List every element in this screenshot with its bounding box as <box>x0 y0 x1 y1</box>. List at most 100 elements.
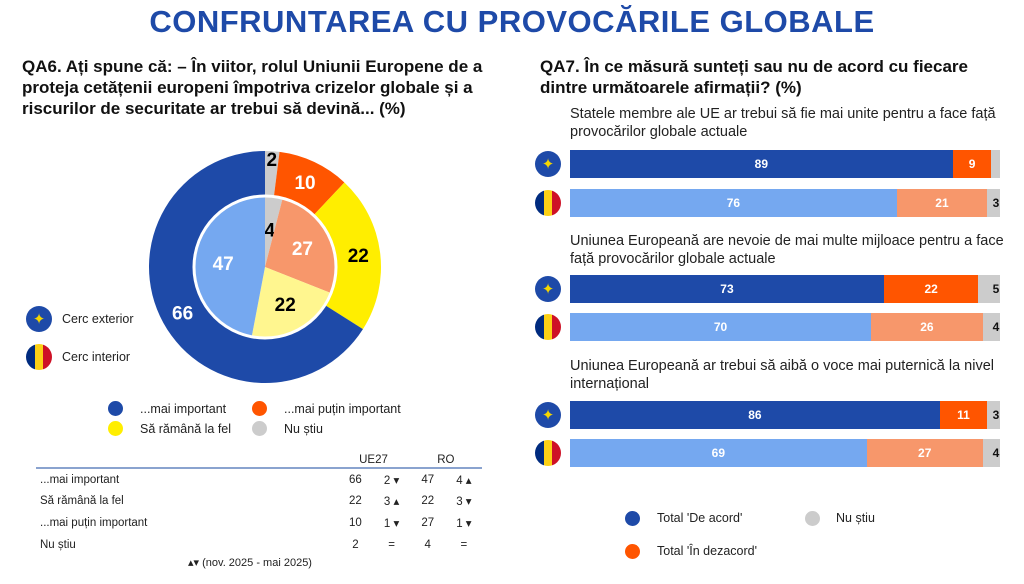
legend-inner-ring: Cerc interior <box>62 350 131 364</box>
bar-disagree: 27 <box>866 439 983 467</box>
donut-outer-slice <box>274 151 345 215</box>
donut-inner-label: 4 <box>264 220 275 241</box>
donut-outer-slice <box>265 151 280 196</box>
table-row: ...mai important 66 2 ▾ 47 4 ▴ <box>36 468 482 490</box>
bar-dk-label: 4 <box>992 320 1000 334</box>
bar-row-ro: 70 26 <box>570 313 1000 341</box>
donut-inner-slice <box>265 199 335 293</box>
legend-disagree: Total 'În dezacord' <box>657 544 757 558</box>
legend-dot-disagree <box>625 544 640 559</box>
legend-dot-same <box>108 421 123 436</box>
donut-outer-label: 22 <box>348 246 369 267</box>
bar-dk <box>987 401 1000 429</box>
legend-dot-less <box>252 401 267 416</box>
ro-flag-icon <box>535 314 561 340</box>
ro-change: 4 ▴ <box>456 474 472 487</box>
ro-value: 27 <box>421 517 435 529</box>
bar-agree: 70 <box>570 313 871 341</box>
legend-dk: Nu știu <box>284 422 323 436</box>
bar-disagree: 21 <box>896 189 988 217</box>
donut-chart: 2 10 22 66 4 27 22 47 <box>149 150 381 383</box>
legend-dot-dk2 <box>805 511 820 526</box>
eu-flag-icon: ✦ <box>26 306 52 332</box>
bar-dk <box>978 275 1000 303</box>
bar-row-ue27: 89 9 <box>570 150 1000 178</box>
bar-dk-label: 3 <box>992 408 1000 422</box>
legend-dk2: Nu știu <box>836 511 875 525</box>
eu-change: 1 ▾ <box>383 518 400 530</box>
legend-dot-more <box>108 401 123 416</box>
donut-outer-slice <box>149 151 363 383</box>
statement-text: Uniunea Europeană are nevoie de mai mult… <box>570 233 1004 267</box>
legend-dot-dk <box>252 421 267 436</box>
ro-change: 1 ▾ <box>456 518 472 530</box>
row-label: Nu știu <box>40 539 76 551</box>
bar-dk <box>991 150 1000 178</box>
row-label: ...mai important <box>40 473 120 486</box>
page-title: CONFRUNTAREA CU PROVOCĂRILE GLOBALE <box>149 4 875 39</box>
statement-text: Uniunea Europeană ar trebui să aibă o vo… <box>570 358 994 392</box>
donut-inner-label: 22 <box>275 295 296 316</box>
bar-row-ro: 69 27 <box>570 439 1000 467</box>
statement-text: Statele membre ale UE ar trebui să fie m… <box>570 106 996 140</box>
legend-outer-ring: Cerc exterior <box>62 312 134 326</box>
col-eu27: UE27 <box>337 452 410 469</box>
eu-flag-icon: ✦ <box>535 402 561 428</box>
eu-flag-icon: ✦ <box>535 276 561 302</box>
ro-value: 22 <box>421 495 435 507</box>
bar-agree: 76 <box>570 189 897 217</box>
bar-disagree: 9 <box>952 150 992 178</box>
inner-ring-border <box>192 194 338 340</box>
ro-change: 3 ▾ <box>456 496 472 508</box>
row-label: ...mai puțin important <box>40 517 148 529</box>
eu-change: 3 ▴ <box>383 496 400 508</box>
eu-value: 10 <box>349 517 362 529</box>
table-row: Nu știu 2 = 4 = <box>36 534 482 556</box>
bar-dk <box>982 313 1000 341</box>
donut-inner-label: 47 <box>213 254 234 275</box>
eu-value: 22 <box>349 495 362 507</box>
trend-note: ▴▾ (nov. 2025 - mai 2025) <box>188 557 312 569</box>
donut-inner-slice <box>265 197 283 267</box>
bar-row-ro: 76 21 <box>570 189 1000 217</box>
legend-less: ...mai puțin important <box>284 402 401 416</box>
donut-outer-label: 66 <box>172 303 193 324</box>
donut-inner-slice <box>251 267 331 337</box>
legend-more: ...mai important <box>140 402 227 416</box>
table-row: ...mai puțin important 10 1 ▾ 27 1 ▾ <box>36 512 482 534</box>
bar-disagree: 26 <box>871 313 983 341</box>
bar-dk <box>982 439 1000 467</box>
bar-agree: 73 <box>570 275 884 303</box>
bar-agree: 69 <box>570 439 867 467</box>
donut-outer-label: 2 <box>266 150 277 171</box>
bar-dk <box>987 189 1000 217</box>
ro-value: 4 <box>424 539 431 551</box>
bar-dk-label: 5 <box>992 282 1000 296</box>
eu-value: 66 <box>349 473 362 486</box>
ro-flag-icon <box>535 190 561 216</box>
bar-agree: 89 <box>570 150 953 178</box>
table-row: Să rămână la fel 22 3 ▴ 22 3 ▾ <box>36 490 482 512</box>
bar-row-ue27: 86 11 <box>570 401 1000 429</box>
legend-same: Să rămână la fel <box>140 422 232 436</box>
donut-outer-label: 10 <box>294 173 315 194</box>
col-ro: RO <box>409 452 482 469</box>
ro-flag-icon <box>26 344 52 370</box>
bar-agree: 86 <box>570 401 940 429</box>
ro-flag-icon <box>535 440 561 466</box>
qa6-question: QA6. Ați spune că: – În viitor, rolul Un… <box>22 57 483 118</box>
row-label: Să rămână la fel <box>40 495 124 507</box>
eu-flag-icon: ✦ <box>535 151 561 177</box>
legend-dot-agree <box>625 511 640 526</box>
eu-value: 2 <box>352 539 359 551</box>
bar-dk-label: 3 <box>992 196 1000 210</box>
donut-inner-label: 27 <box>292 239 313 260</box>
qa7-question: QA7. În ce măsură sunteți sau nu de acor… <box>540 57 968 97</box>
eu-change: 2 ▾ <box>383 474 400 487</box>
bar-disagree: 11 <box>939 401 988 429</box>
bar-disagree: 22 <box>883 275 979 303</box>
ro-change: = <box>460 539 468 551</box>
ro-value: 47 <box>421 473 435 486</box>
eu-change: = <box>388 539 395 551</box>
bar-row-ue27: 73 22 <box>570 275 1000 303</box>
